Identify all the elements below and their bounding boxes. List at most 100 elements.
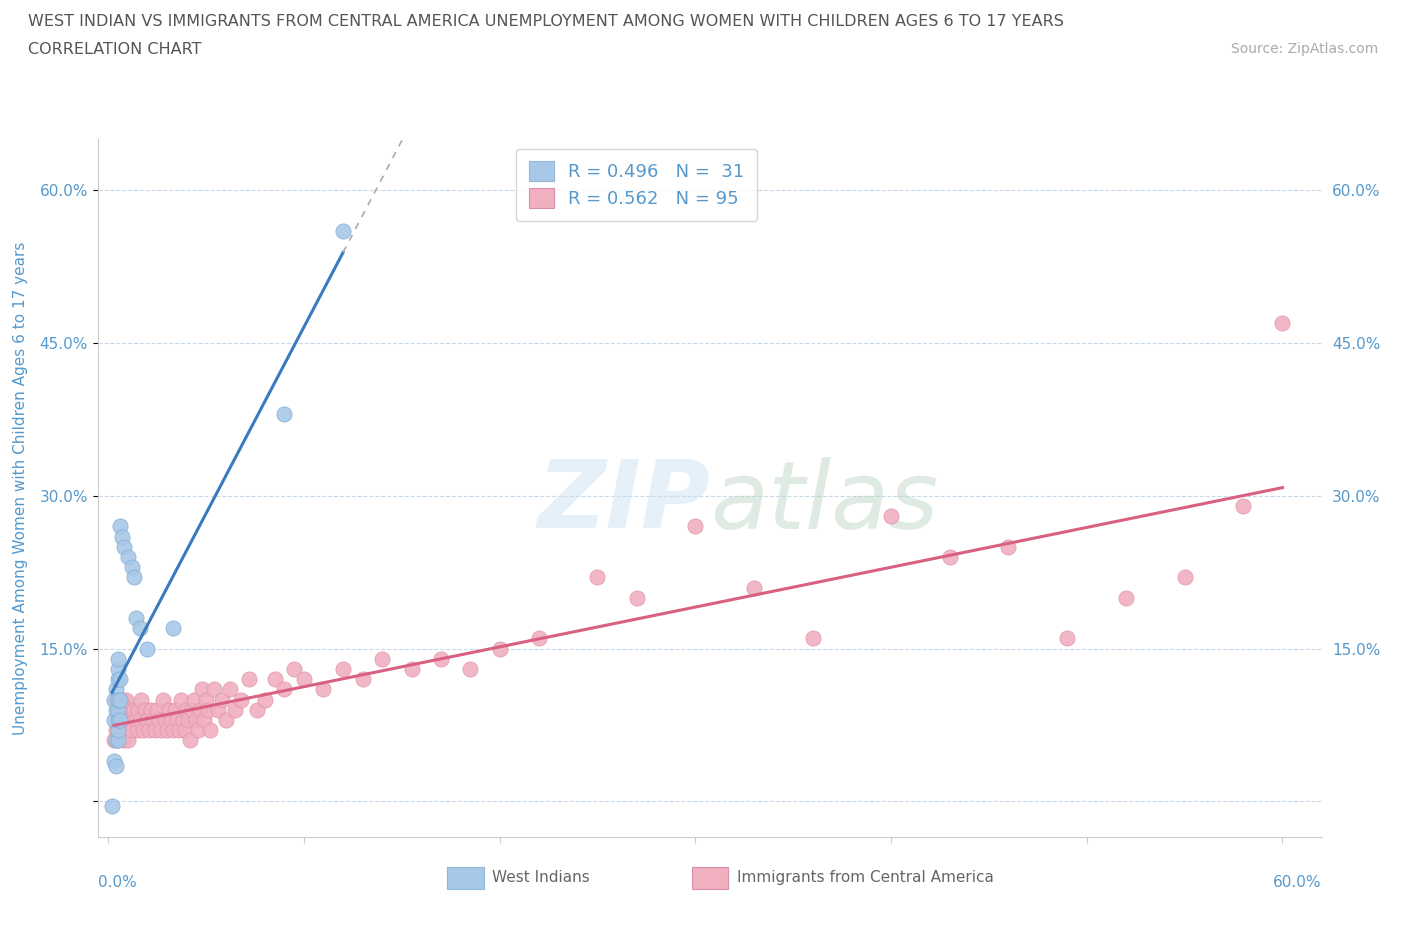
Point [108, 692, 131, 707]
Point [430, 651, 453, 666]
Point [122, 702, 145, 717]
Point [136, 712, 159, 727]
Point [143, 723, 166, 737]
Point [105, 682, 128, 697]
Point [1232, 498, 1254, 513]
Point [238, 671, 260, 686]
Point [105, 723, 128, 737]
Point [626, 591, 648, 605]
Point [101, 799, 124, 814]
Point [187, 723, 209, 737]
Point [150, 723, 173, 737]
Point [107, 671, 129, 686]
Point [103, 733, 125, 748]
Point [371, 651, 394, 666]
Point [231, 692, 253, 707]
Point [103, 712, 125, 727]
Point [191, 682, 214, 697]
Point [112, 539, 135, 554]
Point [107, 702, 129, 717]
Point [105, 692, 128, 707]
Point [172, 712, 194, 727]
Point [586, 570, 609, 585]
Text: atlas: atlas [710, 457, 938, 548]
Point [488, 641, 510, 656]
Point [114, 723, 136, 737]
Point [198, 723, 221, 737]
Point [183, 692, 205, 707]
Point [1271, 315, 1294, 330]
Point [181, 702, 204, 717]
Point [121, 560, 143, 575]
Text: 60.0%: 60.0% [1274, 875, 1322, 890]
Point [167, 723, 190, 737]
Point [177, 712, 200, 727]
Point [105, 758, 128, 773]
Point [136, 641, 159, 656]
Point [148, 712, 170, 727]
Point [107, 651, 129, 666]
Point [105, 733, 128, 748]
Point [114, 692, 136, 707]
Point [197, 702, 219, 717]
Point [273, 682, 295, 697]
Point [742, 580, 765, 595]
Point [124, 611, 146, 626]
Point [218, 682, 240, 697]
Point [169, 692, 191, 707]
Point [283, 661, 305, 676]
Point [153, 712, 176, 727]
Point [141, 702, 163, 717]
Point [134, 702, 156, 717]
Point [263, 671, 285, 686]
Point [108, 712, 131, 727]
Point [527, 631, 550, 645]
Point [1115, 591, 1137, 605]
Point [157, 702, 180, 717]
Point [352, 671, 374, 686]
Point [685, 519, 707, 534]
Point [1056, 631, 1078, 645]
Text: 0.0%: 0.0% [98, 875, 138, 890]
Point [108, 723, 131, 737]
Point [107, 712, 129, 727]
Point [105, 702, 128, 717]
FancyBboxPatch shape [447, 867, 484, 889]
Point [173, 723, 195, 737]
Point [156, 723, 179, 737]
Point [186, 712, 208, 727]
Legend: R = 0.496   N =  31, R = 0.562   N = 95: R = 0.496 N = 31, R = 0.562 N = 95 [516, 149, 758, 220]
Point [246, 702, 269, 717]
Point [312, 682, 335, 697]
Point [117, 550, 139, 565]
Point [224, 702, 246, 717]
Point [195, 692, 218, 707]
Point [253, 692, 276, 707]
Point [107, 661, 129, 676]
Point [939, 550, 962, 565]
Point [207, 702, 229, 717]
Point [111, 529, 134, 544]
Point [118, 712, 141, 727]
Point [1174, 570, 1197, 585]
Point [146, 702, 169, 717]
FancyBboxPatch shape [692, 867, 728, 889]
Point [108, 519, 131, 534]
Point [107, 723, 129, 737]
Point [131, 692, 153, 707]
Point [273, 407, 295, 422]
Point [214, 712, 236, 727]
Text: ZIP: ZIP [537, 457, 710, 548]
Point [103, 753, 125, 768]
Point [108, 671, 131, 686]
Point [801, 631, 824, 645]
Point [176, 702, 198, 717]
Point [128, 621, 150, 636]
Point [127, 702, 149, 717]
Point [332, 224, 354, 239]
Text: CORRELATION CHART: CORRELATION CHART [28, 42, 201, 57]
Point [152, 692, 174, 707]
Point [107, 733, 129, 748]
Text: WEST INDIAN VS IMMIGRANTS FROM CENTRAL AMERICA UNEMPLOYMENT AMONG WOMEN WITH CHI: WEST INDIAN VS IMMIGRANTS FROM CENTRAL A… [28, 14, 1064, 29]
Point [160, 712, 183, 727]
